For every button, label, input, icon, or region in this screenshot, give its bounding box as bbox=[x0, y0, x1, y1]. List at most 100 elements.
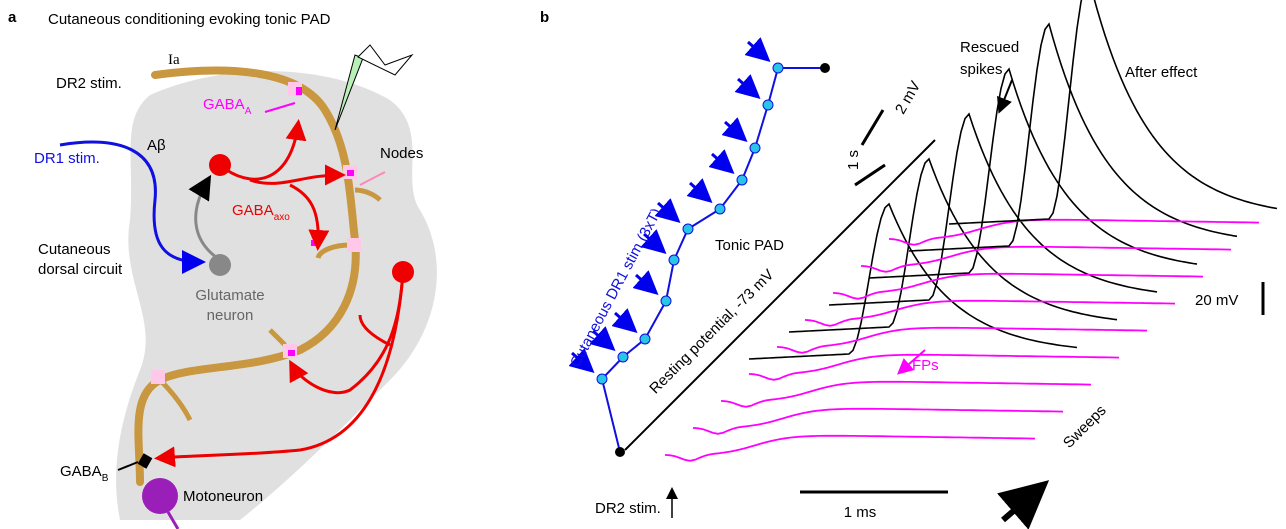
gaba-axo-soma bbox=[209, 154, 231, 176]
stim-arrow bbox=[640, 229, 667, 254]
label: 2 mV bbox=[892, 78, 924, 117]
nodes-pointer bbox=[359, 171, 386, 186]
label: Resting potential, -73 mV bbox=[646, 266, 777, 397]
node bbox=[151, 370, 165, 384]
panel-title: Cutaneous conditioning evoking tonic PAD bbox=[48, 11, 331, 28]
label: 1 s bbox=[845, 150, 862, 170]
label-sub: axo bbox=[274, 212, 291, 223]
label: FPs bbox=[912, 357, 939, 374]
dr1-afferent bbox=[59, 140, 206, 274]
fp-sweep bbox=[664, 434, 1036, 462]
glutamate-axon bbox=[188, 174, 221, 262]
panel-a: a Cutaneous conditioning evoking tonic P… bbox=[8, 9, 437, 529]
electrode-holder bbox=[357, 44, 414, 76]
fp-sweep bbox=[776, 326, 1148, 354]
label: Cutaneous bbox=[38, 241, 111, 258]
gaba-a-receptor bbox=[296, 87, 302, 95]
fp-sweep bbox=[832, 272, 1204, 300]
gaba-a-pointer bbox=[264, 102, 296, 113]
sweeps-arrow bbox=[997, 480, 1050, 529]
fp-sweep bbox=[860, 245, 1232, 273]
label: Sweeps bbox=[1060, 402, 1110, 452]
stim-arrow bbox=[744, 37, 771, 62]
stim-dot bbox=[762, 99, 774, 111]
label: DR2 stim. bbox=[56, 75, 122, 92]
stim-arrow bbox=[568, 348, 595, 373]
label: neuron bbox=[207, 307, 254, 324]
label: GABAaxo bbox=[232, 202, 290, 223]
label: Glutamate bbox=[195, 287, 264, 304]
stim-dot bbox=[682, 223, 694, 235]
stim-arrow bbox=[654, 198, 681, 223]
stim-arrow bbox=[686, 178, 713, 203]
panel-b: b Cutaneous DR1 stim (3xT) Tonic PAD Res… bbox=[540, 0, 1278, 529]
ia-branch bbox=[268, 328, 287, 347]
stim-dots bbox=[568, 37, 830, 457]
fp-sweep bbox=[692, 407, 1064, 435]
motoneuron-soma bbox=[142, 478, 178, 514]
stim-arrow bbox=[611, 308, 638, 333]
label: Aβ bbox=[147, 137, 166, 154]
label: dorsal circuit bbox=[38, 261, 123, 278]
label: Nodes bbox=[380, 145, 423, 162]
label-sub: B bbox=[102, 473, 109, 484]
label: DR1 stim. bbox=[34, 150, 100, 167]
gaba-axo-soma bbox=[392, 261, 414, 283]
stim-arrow bbox=[708, 149, 735, 174]
spike-sweep bbox=[788, 157, 1118, 333]
spike-sweep bbox=[948, 0, 1278, 225]
stim-dot bbox=[772, 62, 784, 74]
label: DR2 stim. bbox=[595, 500, 661, 517]
fp-sweep bbox=[720, 380, 1092, 408]
ia-branch bbox=[354, 187, 382, 202]
panel-label: b bbox=[540, 9, 549, 26]
gaba-axo-neurons bbox=[154, 119, 405, 468]
stim-dot bbox=[668, 254, 680, 266]
scale-bar-1s bbox=[854, 163, 886, 187]
label: GABAA bbox=[203, 96, 252, 117]
spike-sweep bbox=[828, 112, 1158, 306]
motoneuron-axon bbox=[166, 511, 180, 529]
stim-dot bbox=[736, 174, 748, 186]
label: Motoneuron bbox=[183, 488, 263, 505]
gaba-b-receptor bbox=[137, 453, 153, 469]
spike-sweep bbox=[748, 202, 1078, 360]
stim-dot bbox=[749, 142, 761, 154]
gaba-a-receptor bbox=[347, 170, 354, 176]
label-main: GABA bbox=[232, 202, 274, 219]
glutamate-soma bbox=[209, 254, 231, 276]
label: Rescued bbox=[960, 39, 1019, 56]
fps-arrow bbox=[896, 349, 926, 375]
fp-sweep bbox=[888, 218, 1260, 246]
stim-arrow bbox=[721, 117, 748, 142]
stim-arrow bbox=[734, 74, 761, 99]
label-main: GABA bbox=[203, 96, 245, 113]
label: Tonic PAD bbox=[715, 237, 784, 254]
label: 1 ms bbox=[844, 504, 877, 521]
sweeps bbox=[664, 0, 1278, 462]
stim-dot bbox=[660, 295, 672, 307]
rescued-arrow bbox=[997, 79, 1013, 114]
label: 20 mV bbox=[1195, 292, 1238, 309]
stim-arrow bbox=[589, 326, 616, 351]
baseline bbox=[624, 139, 936, 451]
panel-label: a bbox=[8, 9, 17, 26]
fp-sweep bbox=[804, 299, 1176, 327]
fp-sweep bbox=[748, 353, 1120, 381]
label: Ia bbox=[168, 52, 180, 68]
label: After effect bbox=[1125, 64, 1198, 81]
label: GABAB bbox=[60, 463, 109, 484]
stim-arrow bbox=[632, 270, 659, 295]
end-dot bbox=[615, 447, 625, 457]
stim-dot bbox=[714, 203, 726, 215]
stim-dot bbox=[617, 351, 629, 363]
label-sub: A bbox=[245, 106, 252, 117]
stim-dot bbox=[596, 373, 608, 385]
stim-dot bbox=[639, 333, 651, 345]
end-dot bbox=[820, 63, 830, 73]
spike-sweep bbox=[868, 67, 1198, 279]
label-main: GABA bbox=[60, 463, 102, 480]
gaba-a-receptor bbox=[288, 350, 295, 356]
label: spikes bbox=[960, 61, 1003, 78]
